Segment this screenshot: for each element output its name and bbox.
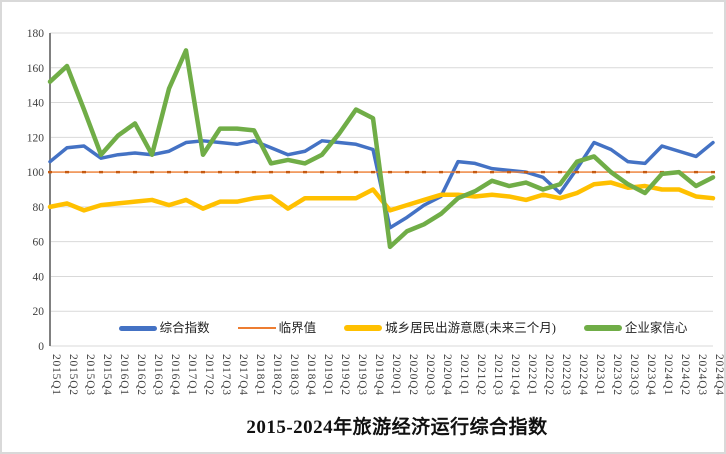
y-tick-label: 160: [27, 63, 45, 75]
x-tick-label: 2018Q4: [305, 354, 317, 396]
x-tick-label: 2022Q2: [543, 354, 555, 396]
x-tick-label: 2024Q2: [679, 354, 691, 396]
x-tick-label: 2015Q3: [84, 354, 96, 396]
x-tick-label: 2021Q4: [509, 354, 521, 396]
threshold-marker: [286, 170, 290, 174]
threshold-marker: [575, 170, 579, 174]
threshold-marker: [388, 170, 392, 174]
x-tick-label: 2022Q3: [560, 354, 572, 396]
series-line-entrepreneur-confidence: [47, 48, 716, 250]
x-tick-label: 2023Q1: [594, 354, 606, 396]
x-tick-label: 2017Q4: [237, 354, 249, 396]
threshold-marker: [371, 170, 375, 174]
x-tick-label: 2018Q2: [271, 354, 283, 396]
x-tick-label: 2015Q1: [50, 354, 62, 396]
x-tick-label: 2020Q1: [390, 354, 402, 396]
x-tick-label: 2021Q3: [492, 354, 504, 396]
x-tick-label: 2020Q3: [424, 354, 436, 396]
threshold-marker: [558, 170, 562, 174]
threshold-marker: [303, 170, 307, 174]
threshold-marker: [320, 170, 324, 174]
threshold-marker: [184, 170, 188, 174]
threshold-marker: [252, 170, 256, 174]
x-tick-label: 2017Q1: [186, 354, 198, 396]
x-tick-label: 2017Q3: [220, 354, 232, 396]
x-tick-label: 2015Q4: [101, 354, 113, 396]
threshold-marker: [405, 170, 409, 174]
x-tick-label: 2016Q1: [118, 354, 130, 396]
x-tick-label: 2023Q3: [628, 354, 640, 396]
x-tick-label: 2018Q3: [288, 354, 300, 396]
y-tick-label: 180: [27, 28, 45, 40]
x-tick-label: 2022Q1: [526, 354, 538, 396]
x-tick-label: 2024Q3: [696, 354, 708, 396]
x-tick-label: 2020Q2: [407, 354, 419, 396]
threshold-marker: [626, 170, 630, 174]
x-tick-label: 2024Q4: [713, 354, 725, 396]
threshold-marker: [269, 170, 273, 174]
threshold-marker: [694, 170, 698, 174]
y-tick-label: 120: [27, 132, 45, 144]
x-tick-label: 2023Q2: [611, 354, 623, 396]
x-tick-label: 2020Q4: [441, 354, 453, 396]
threshold-marker: [643, 170, 647, 174]
y-tick-label: 80: [33, 202, 45, 214]
x-tick-label: 2017Q2: [203, 354, 215, 396]
y-tick-label: 140: [27, 98, 45, 110]
x-tick-label: 2016Q3: [152, 354, 164, 396]
y-tick-label: 60: [33, 237, 45, 249]
threshold-marker: [354, 170, 358, 174]
threshold-marker: [65, 170, 69, 174]
y-tick-label: 40: [33, 271, 45, 283]
threshold-marker: [116, 170, 120, 174]
threshold-marker: [235, 170, 239, 174]
threshold-marker: [150, 170, 154, 174]
x-tick-label: 2015Q2: [67, 354, 79, 396]
x-tick-label: 2016Q2: [135, 354, 147, 396]
x-tick-label: 2018Q1: [254, 354, 266, 396]
threshold-marker: [133, 170, 137, 174]
threshold-marker: [201, 170, 205, 174]
x-tick-label: 2023Q4: [645, 354, 657, 396]
x-tick-label: 2019Q1: [322, 354, 334, 396]
threshold-marker: [82, 170, 86, 174]
threshold-marker: [473, 170, 477, 174]
threshold-marker: [507, 170, 511, 174]
threshold-marker: [218, 170, 222, 174]
x-tick-label: 2021Q2: [475, 354, 487, 396]
x-tick-label: 2021Q1: [458, 354, 470, 396]
x-tick-label: 2019Q3: [356, 354, 368, 396]
threshold-marker: [167, 170, 171, 174]
x-tick-label: 2016Q4: [169, 354, 181, 396]
threshold-marker: [439, 170, 443, 174]
x-tick-label: 2019Q4: [373, 354, 385, 396]
x-tick-label: 2019Q2: [339, 354, 351, 396]
threshold-marker: [711, 170, 715, 174]
threshold-marker: [541, 170, 545, 174]
threshold-marker: [592, 170, 596, 174]
x-tick-label: 2024Q1: [662, 354, 674, 396]
threshold-marker: [524, 170, 528, 174]
threshold-marker: [422, 170, 426, 174]
y-tick-label: 100: [27, 167, 45, 179]
x-tick-label: 2022Q4: [577, 354, 589, 396]
y-tick-label: 20: [33, 306, 45, 318]
y-tick-label: 0: [38, 341, 44, 353]
threshold-marker: [456, 170, 460, 174]
threshold-marker: [337, 170, 341, 174]
threshold-marker: [99, 170, 103, 174]
threshold-marker: [48, 170, 52, 174]
series-line-residents-travel-willingness: [47, 180, 716, 213]
threshold-marker: [490, 170, 494, 174]
chart-title: 2015-2024年旅游经济运行综合指数: [246, 417, 548, 438]
